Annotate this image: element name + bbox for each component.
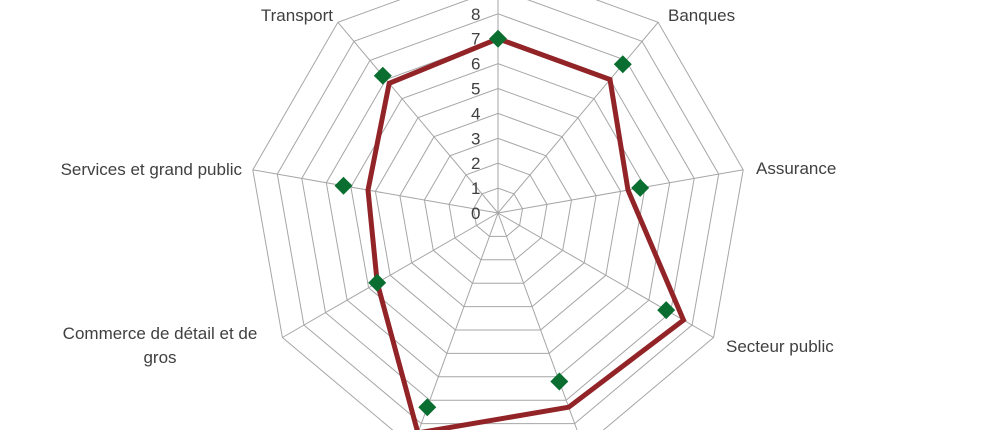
radar-spokes xyxy=(252,0,744,430)
diamond-marker-7 xyxy=(334,176,353,195)
category-label-3: Secteur public xyxy=(726,337,834,356)
grid-ring-5 xyxy=(374,87,622,331)
spoke-8 xyxy=(337,21,499,214)
tick-label-1: 1 xyxy=(471,179,480,198)
radial-axis-ticks: 0 1 2 3 4 5 6 7 8 xyxy=(471,5,480,223)
spoke-7 xyxy=(252,169,499,214)
grid-ring-2 xyxy=(448,162,548,261)
spoke-2 xyxy=(497,169,744,214)
grid-ring-3 xyxy=(423,137,573,284)
diamond-marker-8 xyxy=(373,66,392,85)
diamond-marker-2 xyxy=(631,178,650,197)
spoke-6 xyxy=(282,212,499,338)
grid-ring-9 xyxy=(276,0,720,425)
spoke-1 xyxy=(497,21,659,214)
diamond-marker-3 xyxy=(657,301,676,320)
grid-ring-7 xyxy=(325,38,671,378)
category-labels: Banques Assurance Secteur public Commerce d… xyxy=(61,6,837,367)
diamond-marker-5 xyxy=(418,398,437,417)
diamond-marker-6 xyxy=(368,273,387,292)
category-label-2: Assurance xyxy=(756,159,836,178)
series-line-0 xyxy=(365,36,687,430)
category-label-1: Banques xyxy=(668,6,735,25)
spoke-4 xyxy=(497,212,578,430)
tick-label-3: 3 xyxy=(471,129,480,148)
spoke-5 xyxy=(418,212,499,430)
tick-label-2: 2 xyxy=(471,154,480,173)
diamond-marker-4 xyxy=(550,372,569,391)
category-label-7: Services et grand public xyxy=(61,160,243,179)
radar-series xyxy=(334,29,687,430)
spoke-3 xyxy=(497,212,714,338)
tick-label-0: 0 xyxy=(471,204,480,223)
diamond-marker-1 xyxy=(613,55,632,74)
grid-ring-4 xyxy=(399,112,597,308)
tick-label-4: 4 xyxy=(471,104,480,123)
tick-label-6: 6 xyxy=(471,55,480,74)
category-label-6: Commerce de détail et de gros xyxy=(63,324,258,367)
tick-label-7: 7 xyxy=(471,30,480,49)
tick-label-8: 8 xyxy=(471,5,480,24)
category-label-8: Transport xyxy=(261,6,333,25)
grid-ring-1 xyxy=(472,187,524,237)
tick-label-5: 5 xyxy=(471,80,480,99)
grid-ring-8 xyxy=(301,13,695,401)
grid-ring-10 xyxy=(252,0,744,430)
diamond-marker-0 xyxy=(489,29,507,48)
